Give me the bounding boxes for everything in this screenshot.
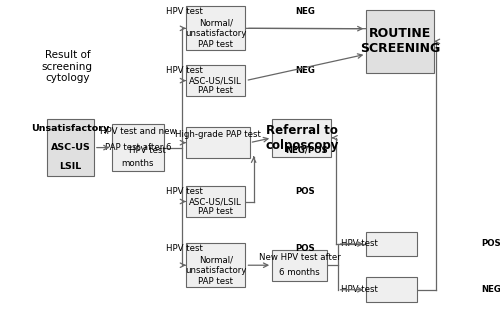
Bar — [186, 186, 246, 217]
Text: Unsatisfactory: Unsatisfactory — [32, 124, 110, 133]
Text: HPV test: HPV test — [341, 285, 384, 294]
Bar — [47, 119, 94, 176]
Bar — [366, 232, 418, 256]
Text: LSIL: LSIL — [31, 324, 50, 333]
Text: NEG/POS: NEG/POS — [20, 324, 62, 333]
Text: HPV test: HPV test — [166, 66, 206, 75]
Text: Unsatisfactory: Unsatisfactory — [6, 324, 75, 333]
Text: NEG: NEG — [31, 324, 50, 333]
Text: NEG/POS: NEG/POS — [286, 146, 329, 155]
Text: NEG: NEG — [295, 66, 315, 75]
Text: NEG: NEG — [31, 324, 50, 333]
Bar — [186, 65, 246, 96]
Text: HPV test: HPV test — [128, 146, 168, 155]
Text: LSIL: LSIL — [30, 324, 52, 333]
Text: POS: POS — [295, 244, 314, 253]
Text: Normal/: Normal/ — [199, 18, 233, 27]
Text: unsatisfactory: unsatisfactory — [185, 29, 246, 38]
Text: HPV test: HPV test — [166, 187, 206, 196]
Text: months: months — [122, 159, 154, 168]
Text: ASC-US/LSIL: ASC-US/LSIL — [190, 197, 242, 206]
Text: NEG: NEG — [481, 285, 500, 294]
Text: LSIL: LSIL — [60, 162, 82, 171]
Bar — [112, 124, 164, 171]
Bar — [186, 243, 246, 287]
Text: PAP test: PAP test — [198, 40, 234, 49]
Text: Normal/: Normal/ — [199, 255, 233, 264]
Text: ASC-US: ASC-US — [21, 324, 60, 333]
Text: HPV test NEG: HPV test NEG — [12, 324, 70, 333]
Text: PAP test after 6: PAP test after 6 — [104, 143, 171, 152]
Text: Referral to
colposcopy: Referral to colposcopy — [265, 124, 338, 152]
Text: New HPV test after: New HPV test after — [259, 253, 340, 262]
Text: NEG: NEG — [295, 7, 315, 16]
Text: HPV test POS: HPV test POS — [12, 324, 69, 333]
Text: POS: POS — [481, 239, 500, 248]
Text: Unsatisfactory: Unsatisfactory — [2, 324, 80, 333]
Text: HPV test NEG/POS: HPV test NEG/POS — [2, 324, 80, 333]
Text: HPV test: HPV test — [166, 7, 206, 16]
Text: High-grade PAP test: High-grade PAP test — [175, 131, 260, 139]
Text: ASC-US: ASC-US — [23, 324, 59, 333]
Text: PAP test: PAP test — [198, 207, 234, 216]
Text: NEG: NEG — [31, 324, 50, 333]
Text: HPV test NEG: HPV test NEG — [12, 324, 70, 333]
Text: ROUTINE
SCREENING: ROUTINE SCREENING — [360, 27, 440, 55]
Text: POS: POS — [31, 324, 50, 333]
Bar — [186, 127, 250, 158]
Text: POS: POS — [31, 324, 50, 333]
Text: POS: POS — [31, 324, 50, 333]
Text: ASC-US: ASC-US — [50, 143, 90, 152]
Bar — [272, 250, 328, 281]
Text: HPV test  NEG: HPV test NEG — [10, 324, 72, 333]
Text: HPV test POS: HPV test POS — [12, 324, 69, 333]
Text: Result of
screening
cytology: Result of screening cytology — [42, 50, 93, 84]
Bar — [272, 119, 332, 157]
Bar — [366, 278, 418, 302]
Text: unsatisfactory: unsatisfactory — [185, 266, 246, 275]
Text: HPV test: HPV test — [166, 244, 206, 253]
Bar — [366, 10, 434, 73]
Text: PAP test: PAP test — [198, 277, 234, 286]
Text: ASC-US/LSIL: ASC-US/LSIL — [190, 76, 242, 85]
Text: POS: POS — [295, 187, 314, 196]
Text: 6 months: 6 months — [280, 269, 320, 278]
Text: HPV test and new: HPV test and new — [100, 127, 176, 136]
Text: PAP test: PAP test — [198, 87, 234, 96]
Text: HPV test  POS: HPV test POS — [11, 324, 70, 333]
Text: HPV test: HPV test — [341, 239, 384, 248]
Bar — [186, 6, 246, 50]
